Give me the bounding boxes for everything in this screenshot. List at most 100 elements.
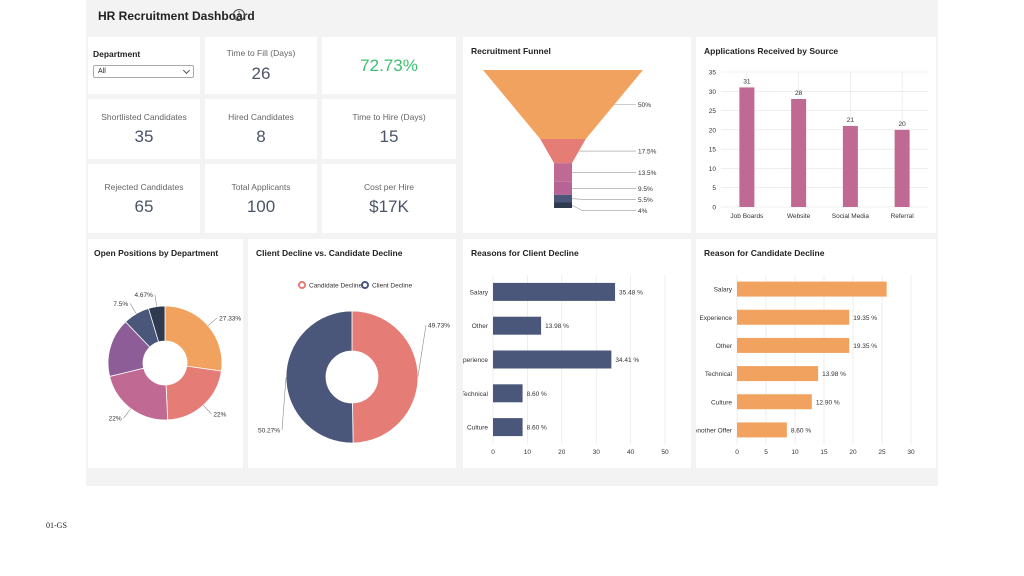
x-tick-label: 30 (907, 449, 915, 456)
kpi-label: Rejected Candidates (104, 182, 184, 192)
kpi-time-to-hire: Time to Hire (Days) 15 (322, 99, 456, 159)
funnel-segment (540, 139, 586, 164)
y-tick-label: 35 (709, 70, 717, 77)
kpi-label: Total Applicants (231, 182, 291, 192)
donut-slice (109, 367, 169, 421)
decline-compare-panel: Client Decline vs. Candidate Decline Can… (248, 239, 456, 468)
bar (737, 422, 787, 438)
x-tick-label: 10 (791, 449, 799, 456)
info-icon[interactable]: i (233, 9, 245, 21)
data-label: 35.48 % (619, 289, 643, 296)
kpi-total-applicants: Total Applicants 100 (205, 164, 317, 233)
funnel-segment (554, 181, 572, 195)
x-tick-label: 0 (735, 449, 739, 456)
bar (842, 126, 858, 207)
decline-compare-donut: Candidate Decline Client Decline 49.73% 50.… (258, 281, 450, 444)
department-select[interactable]: All (93, 65, 194, 78)
kpi-rejected: Rejected Candidates 65 (88, 164, 200, 233)
y-tick-label: Salary (470, 289, 489, 296)
bar (737, 281, 887, 297)
funnel-segment (483, 70, 643, 139)
kpi-value: 65 (134, 197, 154, 216)
funnel-chart: 50% 17.5% 13.5% 9.5% 5.5% 4% (483, 70, 657, 215)
bar (737, 394, 812, 410)
leader-line (154, 294, 157, 307)
x-tick-label: 20 (849, 449, 857, 456)
kpi-value: $17K (369, 197, 409, 216)
kpi-value: 15 (379, 127, 399, 146)
source-panel: Applications Received by Source 0 5 10 15 20… (696, 37, 936, 233)
funnel-panel: Recruitment Funnel 50% 17.5% 13.5% 9.5% 5.5%… (463, 37, 691, 233)
legend-marker (361, 281, 369, 289)
kpi-cost-per-hire: Cost per Hire $17K (322, 164, 456, 233)
bar (894, 129, 910, 207)
funnel-label: 9.5% (638, 186, 653, 193)
y-tick-label: Salary (714, 287, 733, 294)
kpi-fill-rate: 72.73% (322, 37, 456, 94)
y-tick-label: 20 (709, 127, 717, 134)
data-label: 31 (743, 78, 751, 85)
data-label: 13.98 % (545, 323, 569, 330)
funnel-label: 13.5% (638, 170, 657, 177)
data-label: 20 (899, 121, 907, 128)
data-label: 19.35 % (853, 315, 877, 322)
panel-title: Recruitment Funnel (471, 46, 551, 56)
slice-label: 22% (109, 416, 122, 423)
panel-title: Client Decline vs. Candidate Decline (256, 248, 403, 258)
funnel-segment (554, 194, 572, 203)
data-label: 19.35 % (853, 343, 877, 350)
chevron-down-icon (182, 66, 191, 75)
funnel-label: 17.5% (638, 149, 657, 156)
data-label: 12.90 % (816, 399, 840, 406)
department-filter-card: Department All (88, 37, 200, 94)
y-tick-label: Technical (705, 371, 733, 378)
kpi-label: Time to Hire (Days) (352, 112, 426, 122)
y-tick-label: Other (472, 323, 489, 330)
candidate-reasons-panel: Reason for Candidate Decline 0 5 10 15 20 25 3… (696, 239, 936, 468)
kpi-value: 8 (256, 127, 266, 146)
funnel-leader-line (571, 198, 636, 200)
y-tick-label: Culture (711, 399, 732, 406)
donut-slice (351, 310, 419, 444)
kpi-label: Hired Candidates (228, 112, 294, 122)
funnel-label: 50% (638, 102, 651, 109)
x-tick-label: Website (787, 213, 811, 220)
kpi-time-to-fill: Time to Fill (Days) 26 (205, 37, 317, 94)
y-tick-label: Culture (467, 425, 488, 432)
y-tick-label: 0 (712, 205, 716, 212)
department-select-value: All (98, 68, 106, 75)
leader-line (207, 317, 218, 326)
bar (791, 99, 807, 207)
slice-label: 49.73% (428, 323, 450, 330)
x-tick-label: 15 (820, 449, 828, 456)
x-tick-label: 25 (878, 449, 886, 456)
footnote: 01-GS (46, 521, 67, 530)
funnel-segment (554, 163, 572, 182)
legend-marker (298, 281, 306, 289)
kpi-hired: Hired Candidates 8 (205, 99, 317, 159)
dashboard: HR Recruitment Dashboard i Department Al… (86, 0, 938, 486)
x-tick-label: 50 (661, 449, 669, 456)
donut-slice (285, 310, 354, 444)
client-reasons-bar-chart: 0 10 20 30 40 50 Salary 35.48 % Other 13.98 % Expe… (463, 275, 669, 456)
kpi-value: 26 (251, 64, 271, 83)
x-tick-label: Referral (891, 213, 915, 220)
slice-label: 50.27% (258, 428, 280, 435)
data-label: 21 (847, 117, 855, 124)
slice-label: 22% (213, 412, 226, 419)
slice-label: 4.67% (134, 292, 153, 299)
y-tick-label: Experience (699, 315, 732, 322)
kpi-label: Cost per Hire (363, 182, 415, 192)
data-label: 28 (795, 90, 803, 97)
panel-title: Reasons for Client Decline (471, 248, 579, 258)
department-filter-label: Department (93, 49, 141, 59)
y-tick-label: 15 (709, 147, 717, 154)
panel-title: Reason for Candidate Decline (704, 248, 825, 258)
bar (739, 87, 755, 207)
data-label: 13.98 % (822, 371, 846, 378)
data-label: 8.60 % (791, 427, 811, 434)
y-tick-label: 25 (709, 108, 717, 115)
y-tick-label: Another Offer (696, 427, 733, 434)
y-tick-label: 10 (709, 166, 717, 173)
header: HR Recruitment Dashboard i (86, 0, 938, 32)
